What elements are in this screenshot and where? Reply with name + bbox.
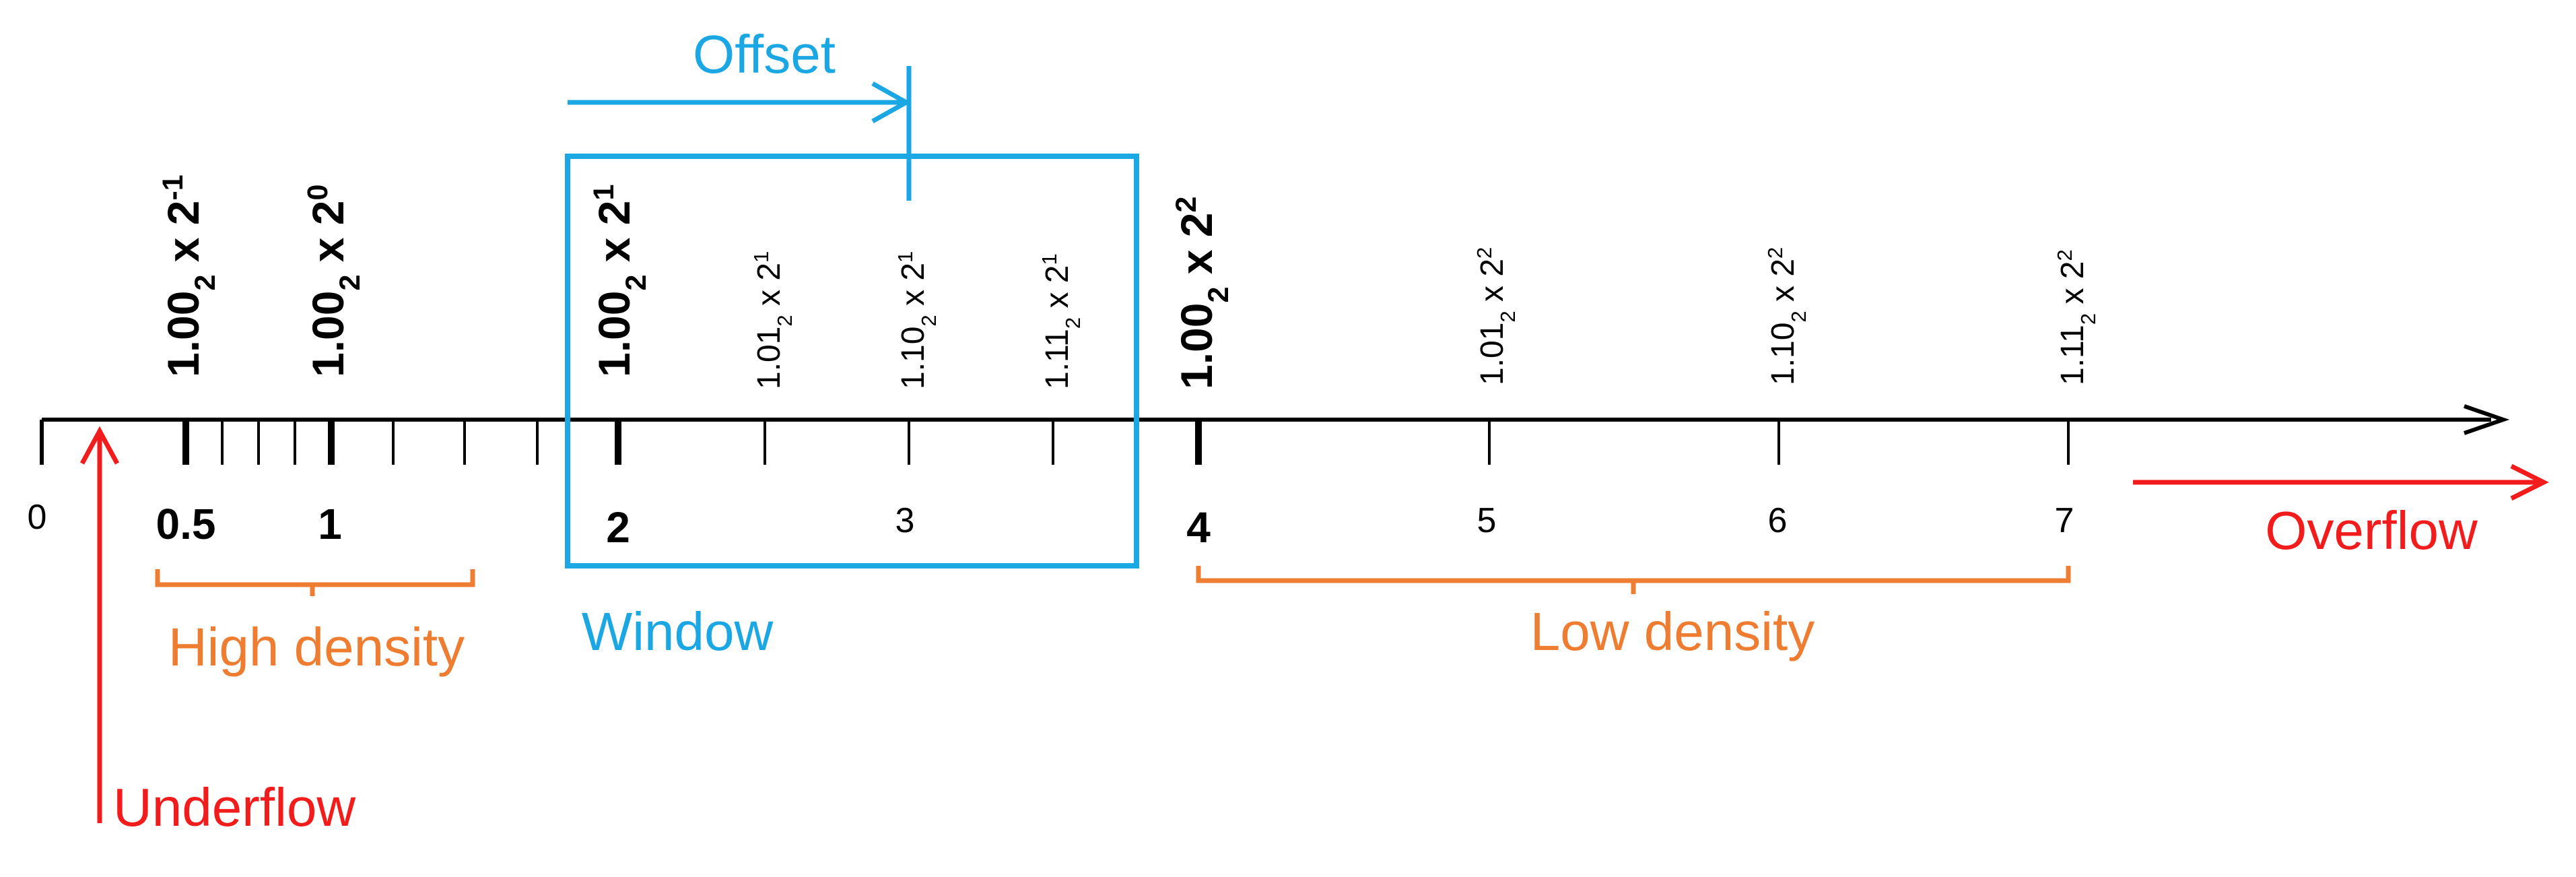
float-label: 1.012 x 22: [1472, 247, 1520, 385]
float-label: 1.102 x 22: [1763, 247, 1810, 385]
axis-number: 0: [28, 498, 47, 537]
axis-number: 5: [1477, 501, 1497, 540]
float-label: 1.002 x 20: [302, 185, 366, 377]
axis-number: 6: [1768, 501, 1788, 540]
high-density-label: High density: [168, 617, 465, 677]
axis-number: 7: [2055, 501, 2074, 540]
offset-arrowhead: [871, 81, 912, 124]
float-label: 1.112 x 21: [1038, 253, 1085, 389]
axis-number: 1: [318, 500, 342, 548]
float-labels: 1.002 x 2-1 1.002 x 20 1.002 x 21 1.012 x 2…: [157, 174, 2100, 389]
overflow-label: Overflow: [2265, 500, 2478, 560]
window-label: Window: [582, 602, 774, 661]
axis-number: 3: [895, 501, 915, 540]
float-label: 1.002 x 21: [588, 185, 652, 377]
float-label: 1.002 x 22: [1170, 197, 1235, 389]
offset-label: Offset: [693, 24, 836, 84]
underflow-label: Underflow: [113, 777, 355, 837]
float-label: 1.012 x 21: [749, 251, 796, 389]
overflow-arrowhead: [2510, 463, 2549, 501]
low-density-label: Low density: [1530, 602, 1815, 661]
axis-arrowhead: [2464, 404, 2510, 435]
float-label: 1.102 x 21: [893, 251, 941, 389]
axis-number: 2: [606, 503, 630, 552]
float-label: 1.112 x 22: [2053, 249, 2100, 385]
underflow-arrowhead: [79, 426, 120, 465]
low-density-brace: [1196, 566, 2071, 594]
axis-numbers: 0 0.5 1 2 3 4 5 6 7: [28, 498, 2074, 552]
high-density-brace: [155, 569, 475, 596]
axis-ticks: [182, 420, 2070, 465]
window-box: [565, 154, 1139, 569]
axis-number: 0.5: [156, 500, 216, 548]
axis-number: 4: [1186, 503, 1211, 552]
float-label: 1.002 x 2-1: [157, 174, 222, 377]
